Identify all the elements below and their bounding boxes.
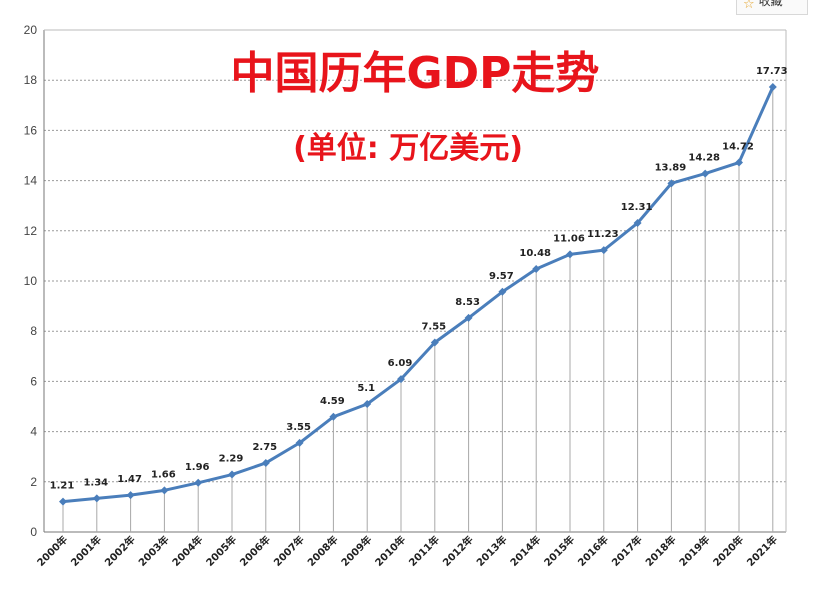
y-tick-label: 8 <box>30 324 37 338</box>
data-point <box>363 399 372 408</box>
y-tick-label: 16 <box>24 123 38 137</box>
x-tick-label: 2001年 <box>68 533 104 569</box>
data-point <box>599 246 608 255</box>
x-tick-label: 2002年 <box>102 533 138 569</box>
x-tick-label: 2016年 <box>575 533 611 569</box>
data-point <box>633 219 642 228</box>
x-tick-label: 2010年 <box>372 533 408 569</box>
x-tick-label: 2014年 <box>507 533 543 569</box>
data-label: 13.89 <box>655 162 687 173</box>
data-label: 11.06 <box>553 233 585 244</box>
data-label: 11.23 <box>587 229 619 240</box>
data-label: 8.53 <box>455 297 480 308</box>
chart-title: 中国历年GDP走势 <box>231 48 600 99</box>
x-tick-label: 2004年 <box>169 533 205 569</box>
y-tick-label: 12 <box>24 224 38 238</box>
data-label: 6.09 <box>388 358 413 369</box>
data-point <box>667 179 676 188</box>
data-point <box>498 287 507 296</box>
x-tick-label: 2018年 <box>643 533 679 569</box>
data-point <box>532 264 541 273</box>
series-line <box>62 86 775 504</box>
data-label: 14.72 <box>722 142 754 153</box>
data-point <box>701 169 710 178</box>
y-tick-label: 2 <box>30 475 37 489</box>
data-point <box>126 491 135 500</box>
data-label: 1.66 <box>151 469 176 480</box>
y-tick-label: 10 <box>24 274 38 288</box>
data-label: 4.59 <box>320 396 345 407</box>
favorite-button[interactable]: ☆ 收藏 <box>736 0 808 15</box>
data-label: 17.73 <box>756 66 788 77</box>
x-tick-label: 2000年 <box>34 533 70 569</box>
x-tick-label: 2015年 <box>541 533 577 569</box>
x-tick-label: 2017年 <box>609 533 645 569</box>
x-tick-label: 2013年 <box>474 533 510 569</box>
y-tick-label: 18 <box>24 73 38 87</box>
data-point <box>160 486 169 495</box>
x-tick-label: 2005年 <box>203 533 239 569</box>
data-label: 1.21 <box>50 481 75 492</box>
data-point <box>295 438 304 447</box>
data-point <box>59 497 67 506</box>
data-label: 3.55 <box>286 422 311 433</box>
data-label: 10.48 <box>519 248 551 259</box>
x-tick-label: 2012年 <box>440 533 476 569</box>
x-tick-label: 2020年 <box>710 533 746 569</box>
data-point <box>566 250 574 259</box>
data-point <box>329 412 338 421</box>
favorite-label: 收藏 <box>758 0 783 8</box>
y-tick-label: 6 <box>30 374 37 388</box>
data-point <box>464 313 473 322</box>
data-label: 9.57 <box>489 271 514 282</box>
x-tick-label: 2007年 <box>271 533 307 569</box>
x-tick-label: 2021年 <box>744 533 780 569</box>
x-tick-label: 2008年 <box>305 533 341 569</box>
y-tick-label: 20 <box>24 23 38 37</box>
data-point <box>228 470 236 479</box>
data-point <box>735 158 743 167</box>
x-tick-label: 2009年 <box>338 533 374 569</box>
data-label: 1.47 <box>117 474 142 485</box>
data-point <box>397 375 405 384</box>
data-point <box>92 494 101 503</box>
x-tick-label: 2019年 <box>676 533 712 569</box>
data-point <box>430 338 439 347</box>
data-label: 12.31 <box>621 202 653 213</box>
y-tick-label: 0 <box>30 525 37 539</box>
x-tick-label: 2003年 <box>136 533 172 569</box>
star-icon: ☆ <box>743 0 755 12</box>
data-point <box>261 458 270 467</box>
data-label: 2.75 <box>252 442 277 453</box>
data-label: 5.1 <box>357 383 375 394</box>
x-tick-label: 2011年 <box>406 533 442 569</box>
x-tick-label: 2006年 <box>237 533 273 569</box>
data-label: 1.96 <box>185 462 210 473</box>
data-label: 2.29 <box>219 454 244 465</box>
data-point <box>194 478 203 487</box>
y-tick-label: 14 <box>24 174 38 188</box>
data-label: 7.55 <box>421 321 446 332</box>
chart-subtitle: (单位: 万亿美元) <box>293 131 523 166</box>
data-point <box>768 82 777 91</box>
data-label: 14.28 <box>688 153 720 164</box>
y-tick-label: 4 <box>30 425 37 439</box>
data-label: 1.34 <box>83 477 108 488</box>
